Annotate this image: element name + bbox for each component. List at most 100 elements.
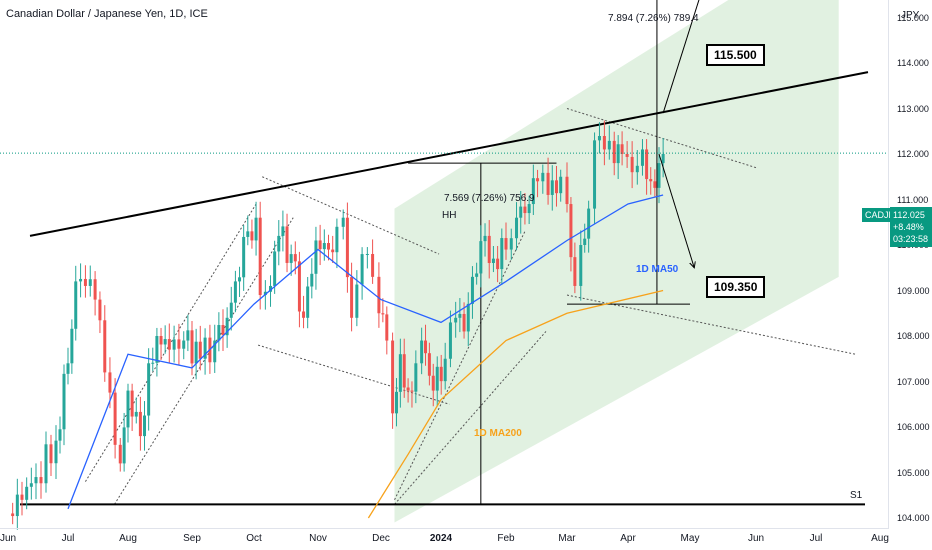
candle-body <box>15 494 19 517</box>
candle-body <box>147 363 151 416</box>
candle-body <box>345 217 349 278</box>
target-down-callout[interactable]: 109.350 <box>706 276 766 298</box>
ma50-label: 1D MA50 <box>636 264 679 275</box>
last-price-badge: 112.025 +8.48% 03:23:58 <box>890 207 932 247</box>
candle-body <box>221 325 225 336</box>
candle-body <box>143 415 147 437</box>
candle-body <box>269 285 273 292</box>
candle-body <box>34 477 38 484</box>
candle-body <box>213 340 217 363</box>
down-projection-arrow <box>658 153 694 268</box>
candle-body <box>198 341 202 359</box>
candle-body <box>531 178 535 205</box>
price-change: +8.48% <box>893 222 924 232</box>
candle-body <box>625 154 629 157</box>
candle-body <box>122 427 126 464</box>
candle-body <box>341 217 345 227</box>
candle-body <box>454 317 458 323</box>
time-tick-label: Aug <box>119 533 137 544</box>
candle-body <box>466 303 470 332</box>
hh-label[interactable]: HH <box>442 210 457 221</box>
candle-body <box>29 483 33 487</box>
candle-body <box>649 179 653 182</box>
candle-body <box>130 390 134 417</box>
candle-body <box>297 261 301 312</box>
candle-body <box>229 302 233 318</box>
candle-body <box>448 322 452 359</box>
candle-body <box>410 390 414 392</box>
candle-body <box>661 154 665 164</box>
candle-body <box>74 281 78 329</box>
candle-body <box>569 204 573 258</box>
measure-label-top[interactable]: 7.894 (7.26%) 789.4 <box>608 13 699 24</box>
ma200-label: 1D MA200 <box>474 428 522 439</box>
candle-body <box>93 279 97 300</box>
candle-body <box>583 238 587 245</box>
candle-body <box>385 314 389 341</box>
candle-body <box>607 140 611 150</box>
time-tick-label: Jun <box>747 533 765 544</box>
time-tick-label: Jul <box>809 533 823 544</box>
time-tick-label: Aug <box>871 533 889 544</box>
price-tick-label: 115.000 <box>897 12 929 23</box>
candle-body <box>630 156 634 173</box>
candle-body <box>593 140 597 209</box>
price-tick-label: 113.000 <box>897 103 929 114</box>
candle-body <box>602 136 606 150</box>
candle-body <box>458 313 462 318</box>
candle-body <box>190 330 194 364</box>
candle-body <box>273 251 277 286</box>
candle-body <box>225 317 229 336</box>
candle-body <box>550 180 554 195</box>
candle-body <box>612 140 616 164</box>
time-tick-label: Sep <box>183 533 201 544</box>
candle-body <box>58 429 62 441</box>
candle-body <box>103 320 107 373</box>
target-up-callout[interactable]: 115.500 <box>706 44 765 66</box>
candle-body <box>289 254 293 263</box>
candle-body <box>155 336 159 363</box>
candle-body <box>398 354 402 392</box>
candle-body <box>597 136 601 141</box>
candle-body <box>377 276 381 314</box>
time-tick-label: Jul <box>61 533 75 544</box>
time-tick-label: Dec <box>372 533 390 544</box>
price-tick-label: 105.000 <box>897 467 930 478</box>
candle-body <box>483 235 487 242</box>
candle-body <box>371 253 375 277</box>
candle-body <box>285 226 289 263</box>
time-tick-label: 2024 <box>429 533 453 544</box>
price-tick-label: 107.000 <box>897 376 930 387</box>
time-axis-border <box>0 528 888 529</box>
currency-label[interactable]: JPY <box>901 10 920 21</box>
candle-body <box>138 411 142 437</box>
candle-body <box>233 281 237 303</box>
candle-body <box>238 277 242 282</box>
candle-body <box>657 163 661 188</box>
candle-body <box>491 258 495 264</box>
s1-label[interactable]: S1 <box>850 490 863 501</box>
candle-body <box>98 299 102 321</box>
candle-body <box>391 340 395 414</box>
candle-body <box>504 238 508 250</box>
up-projection-arrow <box>662 0 700 114</box>
candle-body <box>306 286 310 318</box>
candle-body <box>277 235 281 252</box>
bar-countdown: 03:23:58 <box>893 234 929 244</box>
candle-body <box>302 311 306 318</box>
time-tick-label: Feb <box>497 533 515 544</box>
candle-body <box>420 340 424 364</box>
candle-body <box>108 372 112 393</box>
measure-label-mid[interactable]: 7.569 (7.26%) 756.9 <box>444 193 535 204</box>
time-tick-label: May <box>680 533 700 544</box>
price-tick-label: 104.000 <box>897 513 930 523</box>
candle-body <box>151 362 155 364</box>
candle-body <box>635 165 639 173</box>
candle-body <box>546 172 550 195</box>
candle-body <box>640 149 644 166</box>
candle-body <box>186 330 190 341</box>
candle-body <box>54 440 58 464</box>
price-tick-label: 106.000 <box>897 422 930 432</box>
resistance-trendline <box>29 71 869 237</box>
